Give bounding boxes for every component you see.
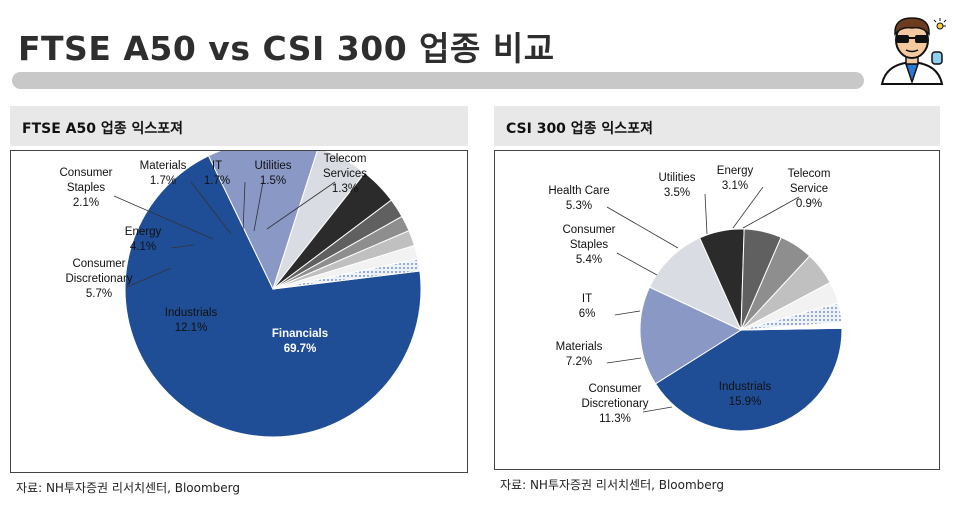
leader-line-telecom-service: [742, 196, 800, 229]
pie-slice-industrials: [639, 286, 743, 385]
pie-slice-telecom-service: [740, 321, 843, 331]
leader-line-energy: [732, 186, 764, 229]
slice-label-materials: Materials 1.7%: [140, 160, 187, 187]
slice-label-it: IT 6%: [579, 293, 596, 320]
leader-line-utilities: [253, 181, 264, 232]
slice-label-consumer-staples: Consumer Staples 2.1%: [59, 167, 112, 209]
leader-line-it: [614, 310, 641, 316]
pie-slice-consumer-discretionary: [648, 237, 743, 332]
csi-pie-chart: Financials41.3%Industrials15.9%ConsumerD…: [494, 150, 940, 470]
slice-label-financials: Financials 69.7%: [272, 328, 328, 355]
slice-label-telecom-services: Telecom Services 1.3%: [323, 153, 367, 195]
csi-pie-svg: Financials41.3%Industrials15.9%ConsumerD…: [548, 165, 843, 432]
slice-label-consumer-staples: Consumer Staples 5.4%: [562, 224, 615, 266]
page-title: FTSE A50 vs CSI 300 업종 비교: [18, 29, 555, 68]
slice-label-utilities: Utilities 3.5%: [658, 172, 695, 199]
leader-line-consumer-staples: [616, 252, 658, 276]
pie-slice-industrials: [207, 151, 318, 291]
pie-slice-financials: [124, 155, 422, 438]
leader-line-consumer-discretionary: [642, 406, 673, 413]
slice-label-industrials: Industrials 15.9%: [719, 381, 772, 408]
slice-label-telecom-service: Telecom Service 0.9%: [788, 168, 831, 210]
ftse-source-note: 자료: NH투자증권 리서치센터, Bloomberg: [16, 481, 241, 495]
leader-line-consumer-discretionary: [126, 267, 172, 288]
slice-label-utilities: Utilities 1.5%: [254, 160, 291, 187]
ftse-pie-chart: Financials 69.7% Industrials 12.1% Consumer D…: [10, 150, 468, 473]
ftse-panel-heading: FTSE A50 업종 익스포져: [10, 106, 468, 146]
ftse-pie-svg: Financials 69.7% Industrials 12.1% Consumer D…: [59, 151, 422, 438]
leader-line-materials: [190, 181, 232, 235]
csi-source-note: 자료: NH투자증권 리서치센터, Bloomberg: [500, 478, 725, 492]
mascot-logo-icon: [880, 17, 947, 85]
pie-slice-telecom-services: [272, 258, 421, 290]
slice-label-energy: Energy 3.1%: [717, 165, 754, 192]
leader-line-health-care: [606, 206, 679, 249]
pie-slice-financials: [654, 327, 843, 432]
leader-line-telecom-services: [266, 181, 336, 230]
csi-panel-heading: CSI 300 업종 익스포져: [494, 106, 940, 146]
slice-label-health-care: Health Care 5.3%: [548, 185, 609, 212]
leader-line-energy: [170, 244, 195, 249]
slice-label-consumer-discretionary: Consumer Discretionary 5.7%: [65, 258, 132, 300]
title-divider: [12, 72, 864, 89]
leader-line-consumer-staples: [113, 195, 214, 240]
leader-line-utilities: [704, 193, 708, 235]
leader-line-it: [242, 181, 246, 233]
slice-label-energy: Energy 4.1%: [125, 226, 162, 253]
slice-label-consumer-discretionary: Consumer Discretionary 11.3%: [581, 383, 648, 425]
slice-label-materials: Materials 7.2%: [556, 341, 603, 368]
slice-label-industrials: Industrials 12.1%: [165, 307, 218, 334]
leader-line-materials: [606, 357, 642, 364]
slice-label-it: IT 1.7%: [204, 160, 230, 187]
